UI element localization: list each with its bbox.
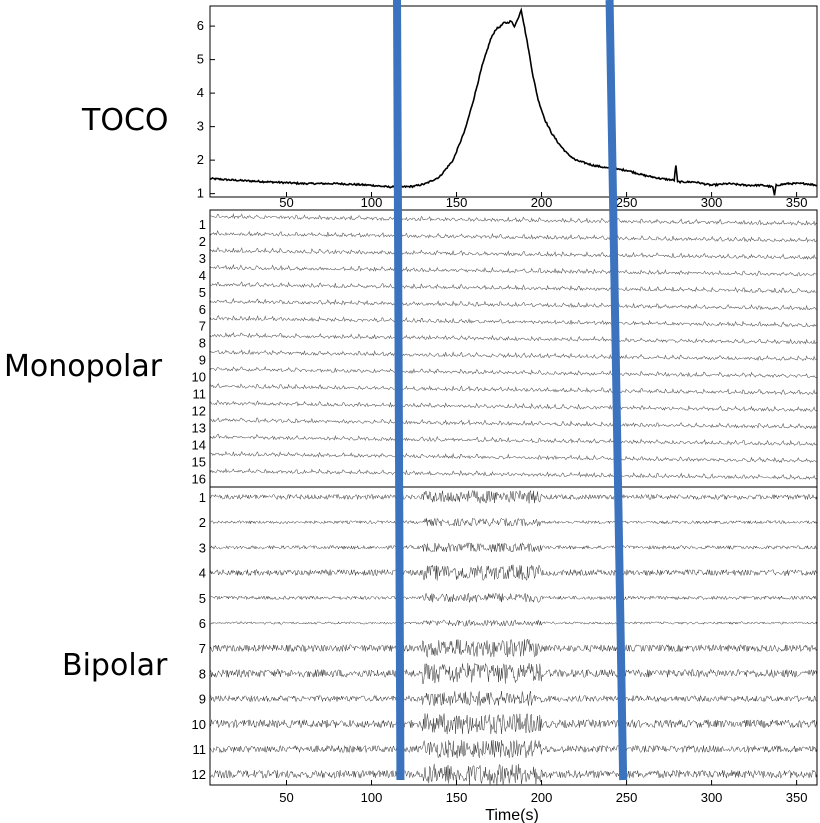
monopolar-channel-trace: [209, 213, 818, 227]
bipolar-channel-trace: [209, 592, 817, 604]
monopolar-channel-label: 14: [192, 437, 206, 452]
monopolar-channel-label: 8: [199, 336, 206, 351]
monopolar-channel-trace: [209, 247, 818, 260]
toco-xtick-label: 150: [446, 195, 468, 210]
bipolar-channel-label: 5: [199, 591, 206, 606]
monopolar-channel-trace: [209, 450, 818, 463]
monopolar-channel-label: 7: [199, 319, 206, 334]
monopolar-channel-label: 15: [192, 454, 206, 469]
bipolar-channel-trace: [209, 662, 817, 684]
bipolar-channel-trace: [209, 564, 817, 582]
bipolar-channel-label: 11: [193, 742, 207, 757]
bipolar-channel-label: 7: [199, 641, 206, 656]
bipolar-channel-label: 8: [199, 666, 206, 681]
monopolar-channel-label: 9: [199, 353, 206, 368]
monopolar-channel-label: 1: [199, 217, 206, 232]
x-tick-label: 100: [361, 790, 383, 805]
monopolar-channel-label: 13: [192, 420, 206, 435]
toco-xtick-label: 50: [279, 195, 293, 210]
bipolar-channel-trace: [209, 690, 817, 706]
marker-line-1: [393, 0, 405, 781]
x-axis: 50 100 150 200 250 300 350: [279, 780, 807, 805]
x-tick-label: 250: [616, 790, 638, 805]
bipolar-channel-label: 4: [199, 566, 206, 581]
monopolar-channel-label: 10: [192, 370, 206, 385]
bipolar-channel-label: 3: [199, 540, 206, 555]
bipolar-channel-label: 6: [199, 616, 206, 631]
toco-frame: [209, 5, 818, 198]
monopolar-channel-trace: [209, 383, 818, 395]
toco-label: TOCO: [81, 103, 169, 138]
bipolar-channel-label: 2: [199, 515, 206, 530]
toco-xtick-label: 200: [531, 195, 553, 210]
x-tick-label: 300: [701, 790, 723, 805]
marker-lines: [393, 0, 628, 781]
monopolar-channel-trace: [209, 263, 818, 277]
monopolar-channel-trace: [209, 230, 818, 243]
toco-xtick-label: 250: [616, 195, 638, 210]
monopolar-channel-trace: [209, 332, 818, 345]
monopolar-channel-label: 4: [199, 268, 206, 283]
toco-ytick-label: 4: [197, 85, 204, 100]
monopolar-channel-trace: [209, 297, 818, 311]
toco-xtick-label: 300: [701, 195, 723, 210]
toco-series-line: [209, 7, 818, 196]
bipolar-channel-label: 1: [199, 490, 206, 505]
bipolar-channel-trace: [209, 542, 817, 553]
monopolar-channel-label: 11: [193, 387, 207, 402]
x-axis-label: Time(s): [485, 807, 539, 823]
toco-ytick-label: 2: [197, 152, 204, 167]
monopolar-channel-label: 2: [199, 234, 206, 249]
monopolar-channel-label: 6: [199, 302, 206, 317]
bipolar-channel-trace: [209, 619, 817, 627]
monopolar-channel-trace: [209, 467, 818, 480]
bipolar-channel-trace: [209, 517, 817, 527]
bipolar-channel-label: 10: [192, 717, 206, 732]
bipolar-channel-trace: [209, 740, 817, 759]
bipolar-channel-label: 12: [192, 767, 206, 782]
monopolar-channel-trace: [209, 349, 818, 362]
monopolar-channel-trace: [209, 433, 818, 447]
toco-ytick-label: 3: [197, 119, 204, 134]
panel-labels: TOCO Monopolar Bipolar: [4, 103, 169, 683]
x-tick-label: 350: [786, 790, 808, 805]
x-tick-label: 50: [279, 790, 293, 805]
monopolar-channel-label: 16: [192, 471, 206, 486]
bipolar-channel-trace: [209, 638, 817, 658]
marker-line-2: [605, 0, 628, 781]
toco-ytick-label: 1: [197, 186, 204, 201]
bipolar-channel-trace: [209, 763, 817, 785]
toco-xtick-label: 100: [361, 195, 383, 210]
toco-ytick-label: 5: [197, 52, 204, 67]
monopolar-channel-trace: [209, 281, 817, 294]
monopolar-channel-label: 3: [199, 251, 206, 266]
bipolar-channel-label: 9: [199, 692, 206, 707]
bipolar-frame: [209, 486, 818, 786]
monopolar-channel-label: 12: [192, 403, 206, 418]
monopolar-channel-trace: [209, 366, 818, 378]
x-tick-label: 200: [531, 790, 553, 805]
monopolar-channel-trace: [210, 417, 818, 430]
x-tick-label: 150: [446, 790, 468, 805]
monopolar-channel-trace: [209, 399, 818, 412]
bipolar-label: Bipolar: [62, 648, 168, 683]
toco-xtick-label: 350: [786, 195, 808, 210]
toco-ytick-label: 6: [197, 18, 204, 33]
toco-panel: 1 2 3 4 5 6 50 100 150 200 250 300 350: [197, 5, 818, 210]
monopolar-channel-trace: [209, 315, 817, 328]
monopolar-channel-label: 5: [199, 285, 206, 300]
bipolar-channel-trace: [209, 489, 817, 504]
monopolar-label: Monopolar: [4, 349, 163, 384]
bipolar-channel-trace: [209, 713, 817, 735]
